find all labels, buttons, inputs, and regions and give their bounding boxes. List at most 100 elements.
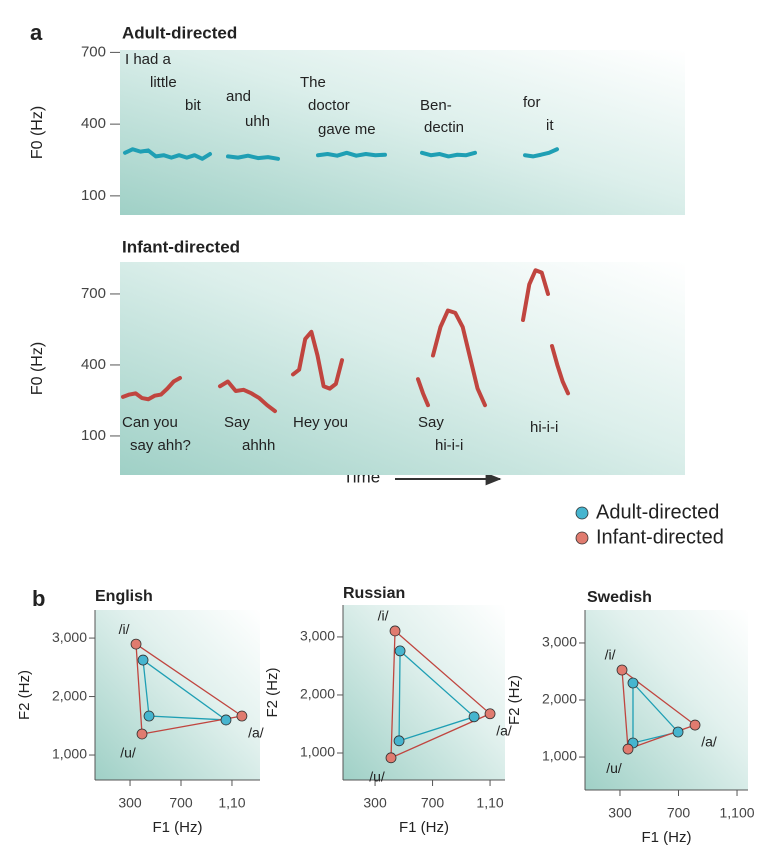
plot-area	[120, 50, 685, 215]
y-tick-label: 3,000	[542, 634, 577, 650]
vowel-point	[393, 735, 405, 747]
word-label: ahhh	[242, 437, 275, 454]
chart-title: Russian	[343, 585, 405, 602]
word-label: little	[150, 74, 177, 91]
vowel-label: /a/	[701, 734, 717, 750]
pitch-contour	[521, 268, 550, 322]
legend-label: Adult-directed	[596, 501, 719, 523]
word-label: Ben-	[420, 97, 452, 114]
y-tick-label: 3,000	[300, 628, 335, 644]
y-tick-label: 700	[81, 43, 106, 60]
vowel-label: /a/	[496, 722, 512, 738]
word-label: for	[523, 94, 541, 111]
pitch-contour	[316, 150, 387, 158]
x-tick-label: 1,10	[476, 795, 503, 811]
word-label: gave me	[318, 121, 376, 138]
legend-label: Infant-directed	[596, 526, 724, 548]
vowel-point	[136, 728, 148, 740]
word-label: I had a	[125, 51, 172, 68]
y-tick-label: 700	[81, 285, 106, 302]
vowel-point	[468, 711, 480, 723]
x-tick-label: 1,10	[218, 795, 245, 811]
vowel-label: /u/	[606, 760, 622, 776]
x-tick-label: 300	[363, 795, 387, 811]
x-tick-label: 700	[169, 795, 193, 811]
y-tick-label: 1,000	[542, 748, 577, 764]
chart-title: English	[95, 588, 153, 605]
y-axis-label: F2 (Hz)	[264, 668, 281, 718]
pitch-contour	[218, 379, 277, 414]
y-tick-label: 1,000	[52, 746, 87, 762]
vowel-label: /u/	[369, 769, 385, 785]
pitch-contour	[431, 308, 487, 408]
chart-title: Infant-directed	[122, 237, 240, 256]
word-label: hi-i-i	[530, 419, 558, 436]
word-label: Say	[224, 414, 250, 431]
y-axis-label: F0 (Hz)	[29, 342, 46, 395]
plot-area	[120, 262, 685, 475]
y-tick-label: 1,000	[300, 744, 335, 760]
word-label: Hey you	[293, 414, 348, 431]
panel-label: b	[32, 586, 45, 611]
y-tick-label: 2,000	[542, 691, 577, 707]
vowel-label: /a/	[248, 725, 264, 741]
pitch-contour	[550, 344, 570, 396]
panel-label: a	[30, 20, 43, 45]
y-tick-label: 400	[81, 115, 106, 132]
word-label: Say	[418, 414, 444, 431]
y-tick-label: 2,000	[300, 686, 335, 702]
word-label: The	[300, 74, 326, 91]
vowel-triangle	[621, 668, 697, 750]
vowel-triangle	[390, 629, 492, 759]
chart-title: Swedish	[587, 589, 652, 606]
vowel-point	[385, 752, 397, 764]
vowel-point	[484, 708, 496, 720]
word-label: say ahh?	[130, 437, 191, 454]
vowel-triangle	[632, 681, 680, 744]
vowel-label: /i/	[119, 621, 130, 637]
word-label: doctor	[308, 97, 350, 114]
chart-title: Adult-directed	[122, 23, 237, 42]
vowel-label: /i/	[605, 647, 616, 663]
x-axis-label: F1 (Hz)	[642, 829, 692, 846]
y-tick-label: 2,000	[52, 687, 87, 703]
x-tick-label: 300	[118, 795, 142, 811]
word-label: it	[546, 117, 554, 134]
vowel-point	[616, 664, 628, 676]
pitch-contour	[123, 147, 212, 161]
word-label: uhh	[245, 113, 270, 130]
pitch-contour	[121, 375, 182, 402]
y-tick-label: 100	[81, 187, 106, 204]
y-tick-label: 400	[81, 356, 106, 373]
vowel-triangle	[135, 642, 244, 735]
vowel-point	[622, 743, 634, 755]
vowel-point	[394, 645, 406, 657]
x-axis-label: F1 (Hz)	[153, 819, 203, 836]
pitch-contour	[416, 377, 430, 408]
y-axis-label: F0 (Hz)	[29, 106, 46, 159]
vowel-point	[143, 710, 155, 722]
pitch-contour	[226, 153, 280, 161]
y-tick-label: 3,000	[52, 629, 87, 645]
vowel-point	[389, 625, 401, 637]
x-tick-label: 700	[667, 805, 691, 821]
legend-marker	[575, 506, 589, 520]
word-label: bit	[185, 97, 202, 114]
x-axis-label: F1 (Hz)	[399, 819, 449, 836]
y-axis-label: F2 (Hz)	[506, 675, 523, 725]
plot-area	[343, 605, 505, 780]
x-tick-label: 300	[608, 805, 632, 821]
vowel-triangle	[398, 649, 476, 742]
plot-area	[585, 610, 748, 790]
pitch-contour	[420, 150, 477, 159]
vowel-label: /u/	[120, 745, 136, 761]
word-label: dectin	[424, 119, 464, 136]
y-axis-label: F2 (Hz)	[16, 670, 33, 720]
x-tick-label: 700	[421, 795, 445, 811]
legend-marker	[575, 531, 589, 545]
vowel-point	[137, 654, 149, 666]
word-label: Can you	[122, 414, 178, 431]
word-label: and	[226, 88, 251, 105]
vowel-point	[672, 726, 684, 738]
y-tick-label: 100	[81, 427, 106, 444]
